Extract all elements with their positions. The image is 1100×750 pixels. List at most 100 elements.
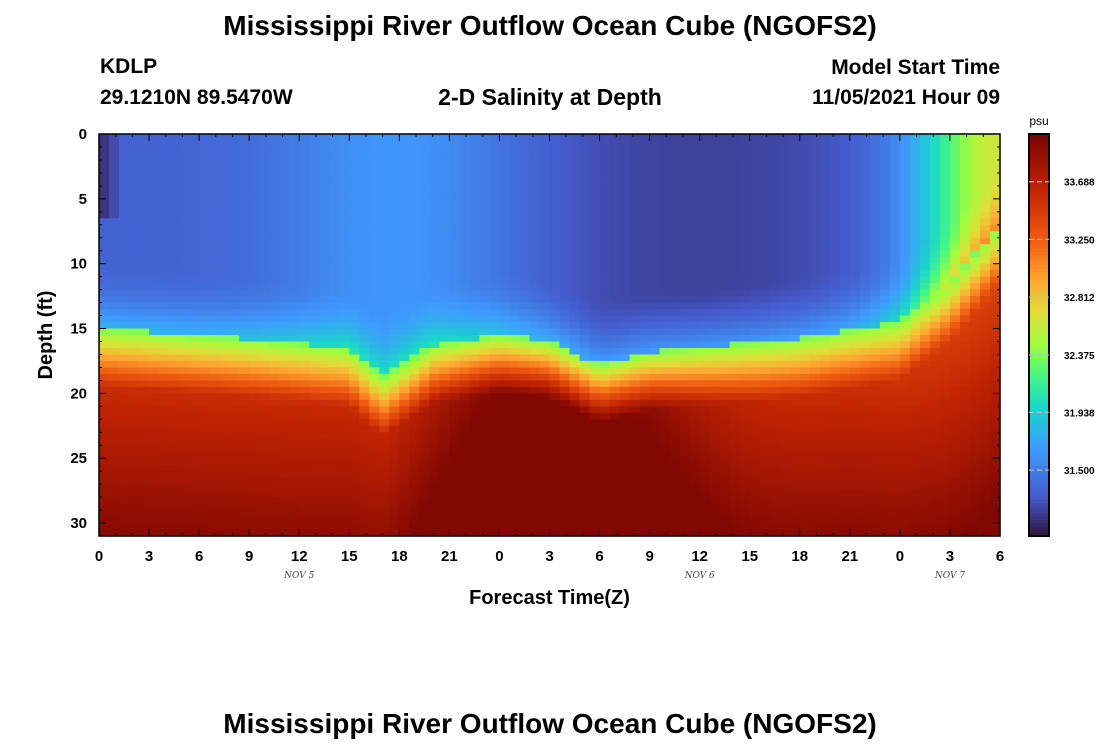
heatmap-cell [319,477,330,485]
heatmap-cell [669,341,681,349]
heatmap-cell [339,270,350,278]
heatmap-cell [409,218,420,226]
heatmap-cell [329,458,340,466]
heatmap-cell [799,192,811,200]
heatmap-cell [209,159,220,168]
heatmap-cell [229,425,240,433]
heatmap-cell [739,159,751,168]
heatmap-cell [729,490,741,498]
heatmap-cell [149,283,160,291]
heatmap-cell [229,153,240,161]
heatmap-cell [269,276,280,284]
heatmap-cell [269,237,280,245]
heatmap-cell [279,458,290,466]
heatmap-cell [329,205,340,213]
heatmap-cell [779,244,791,252]
heatmap-cell [599,367,611,375]
heatmap-cell [499,438,511,446]
heatmap-cell [239,335,250,343]
heatmap-cell [719,302,731,310]
heatmap-cell [379,289,390,297]
heatmap-cell [449,406,460,414]
heatmap-cell [479,419,491,427]
heatmap-cell [459,231,471,239]
heatmap-cell [629,412,641,420]
heatmap-cell [419,445,430,453]
heatmap-cell [209,263,220,271]
heatmap-cell [349,224,360,232]
heatmap-cell [879,237,891,245]
heatmap-cell [469,263,481,271]
heatmap-cell [749,412,761,420]
heatmap-cell [319,140,330,148]
heatmap-cell [129,198,140,206]
heatmap-cell [709,354,721,362]
heatmap-cell [399,458,410,466]
heatmap-cell [389,458,400,466]
heatmap-cell [759,244,771,252]
heatmap-cell [319,373,330,381]
heatmap-cell [199,185,210,193]
heatmap-cell [379,490,390,498]
heatmap-cell [189,289,200,297]
heatmap-cell [449,153,460,161]
heatmap-cell [719,432,731,440]
heatmap-cell [579,231,591,239]
heatmap-cell [109,231,120,239]
heatmap-cell [139,412,150,420]
heatmap-cell [899,198,911,206]
heatmap-cell [529,425,541,433]
heatmap-cell [779,386,791,394]
heatmap-cell [509,399,521,407]
heatmap-cell [399,179,410,187]
heatmap-cell [459,360,471,369]
heatmap-cell [889,354,901,362]
heatmap-cell [429,205,440,213]
heatmap-cell [219,166,230,174]
heatmap-cell [789,172,801,180]
heatmap-cell [269,438,280,446]
heatmap-cell [669,523,681,531]
heatmap-cell [619,464,631,472]
heatmap-cell [169,386,180,394]
heatmap-cell [259,393,270,401]
heatmap-cell [339,276,350,284]
heatmap-cell [529,211,541,219]
heatmap-cell [279,347,290,356]
heatmap-cell [339,257,350,265]
heatmap-cell [489,393,501,401]
heatmap-cell [299,471,310,479]
heatmap-cell [829,250,841,258]
heatmap-cell [219,523,230,531]
heatmap-cell [819,244,831,252]
heatmap-cell [839,451,851,459]
heatmap-cell [799,315,811,323]
heatmap-cell [859,185,871,193]
heatmap-cell [359,309,370,317]
heatmap-cell [469,159,481,168]
heatmap-cell [859,510,871,518]
heatmap-cell [629,172,641,180]
heatmap-cell [829,257,841,265]
heatmap-cell [869,464,881,472]
heatmap-cell [119,497,130,505]
heatmap-cell [169,347,180,356]
heatmap-cell [259,399,270,407]
heatmap-cell [569,231,581,239]
heatmap-cell [539,412,551,420]
heatmap-cell [489,503,501,511]
heatmap-cell [279,373,290,381]
heatmap-cell [709,393,721,401]
heatmap-cell [899,159,911,168]
heatmap-cell [599,393,611,401]
heatmap-cell [299,153,310,161]
heatmap-cell [199,490,210,498]
heatmap-cell [539,198,551,206]
heatmap-cell [649,224,661,232]
heatmap-cell [489,458,501,466]
heatmap-cell [729,218,741,226]
heatmap-cell [519,373,531,381]
heatmap-cell [609,347,621,356]
heatmap-cell [789,471,801,479]
heatmap-cell [229,263,240,271]
